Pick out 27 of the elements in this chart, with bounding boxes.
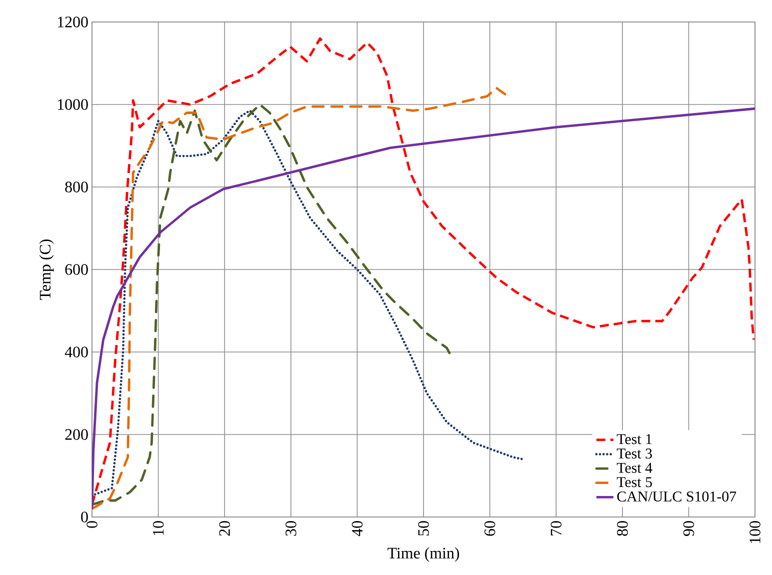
- x-tick-label: 10: [152, 521, 164, 536]
- x-tick-label: 100: [750, 521, 760, 544]
- x-tick-label: 70: [550, 521, 562, 536]
- x-tick-label: 20: [219, 521, 230, 536]
- x-tick-label: 30: [286, 521, 296, 536]
- y-tick-label: 1000: [58, 99, 88, 110]
- x-tick-label: 90: [683, 521, 694, 536]
- legend-label: Test 1: [616, 434, 652, 444]
- x-axis-title: Time (min): [388, 547, 460, 562]
- line-series: [92, 103, 452, 506]
- legend-label: Test 3: [616, 448, 652, 459]
- y-tick-label: 400: [64, 346, 88, 358]
- y-tick-label: 800: [65, 182, 88, 192]
- x-tick-label: 50: [418, 521, 429, 536]
- y-tick-label: 0: [81, 512, 88, 522]
- y-axis-title: Temp (C): [39, 240, 54, 300]
- x-tick-label: 40: [352, 521, 363, 536]
- y-tick-label: 600: [65, 264, 88, 275]
- legend-label: Test 5: [616, 477, 652, 488]
- legend-label: Test 4: [616, 462, 652, 473]
- x-tick-label: 0: [86, 521, 98, 528]
- x-tick-label: 60: [484, 521, 496, 536]
- legend-label: CAN/ULC S101-07: [617, 491, 736, 502]
- x-tick-label: 80: [617, 521, 628, 536]
- y-tick-label: 200: [65, 429, 88, 440]
- y-tick-label: 1200: [58, 16, 88, 28]
- line-series: [92, 37, 755, 506]
